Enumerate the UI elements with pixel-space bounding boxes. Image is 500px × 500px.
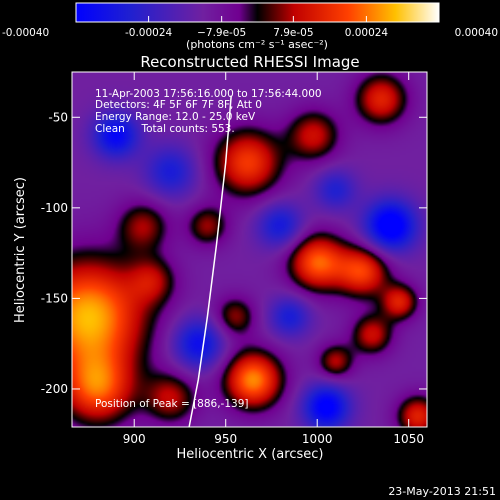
info-line-clean: Clean Total counts: 553.: [95, 123, 235, 135]
colorbar: [75, 2, 440, 23]
colorbar-tick-label: 0.00024: [345, 27, 389, 39]
axes-ticks: 900 950 1000 1050 -50 -100 -150 -200: [41, 72, 427, 446]
heatmap-image: [72, 72, 427, 427]
x-tick-label: 1050: [393, 432, 424, 446]
y-axis-label: Heliocentric Y (arcsec): [13, 177, 28, 323]
info-block: 11-Apr-2003 17:56:16.000 to 17:56:44.000…: [95, 88, 322, 135]
plot-frame: [71, 71, 428, 428]
solar-limb-curve: [188, 95, 232, 427]
y-tick-label: -50: [48, 110, 68, 124]
colorbar-tick-label: 7.9e-05: [273, 27, 313, 39]
x-tick-label: 950: [214, 432, 237, 446]
colorbar-unit-label: (photons cm⁻² s⁻¹ asec⁻²): [186, 38, 328, 51]
info-line-energy: Energy Range: 12.0 - 25.0 keV: [95, 111, 256, 123]
y-tick-label: -150: [41, 291, 68, 305]
y-tick-label: -200: [41, 382, 68, 396]
peak-position-label: Position of Peak = [886,-139]: [95, 398, 249, 410]
info-line-detectors: Detectors: 4F 5F 6F 7F 8F, Att 0: [95, 99, 262, 111]
x-tick-label: 1000: [302, 432, 333, 446]
colorbar-tick-label: -0.00024: [125, 27, 173, 39]
x-tick-label: 900: [123, 432, 146, 446]
colorbar-tick-label: -0.00040: [2, 27, 49, 39]
chart-title: Reconstructed RHESSI Image: [140, 53, 359, 71]
colorbar-ticks: -0.00040 -0.00024 −7.9e-05 7.9e-05 0.00024 0.…: [2, 16, 498, 39]
x-axis-label: Heliocentric X (arcsec): [177, 447, 324, 462]
info-line-time: 11-Apr-2003 17:56:16.000 to 17:56:44.000: [95, 88, 322, 100]
colorbar-tick-label: −7.9e-05: [197, 27, 246, 39]
timestamp: 23-May-2013 21:51: [388, 485, 496, 498]
y-tick-label: -100: [41, 201, 68, 215]
colorbar-tick-label: 0.00040: [455, 27, 498, 39]
